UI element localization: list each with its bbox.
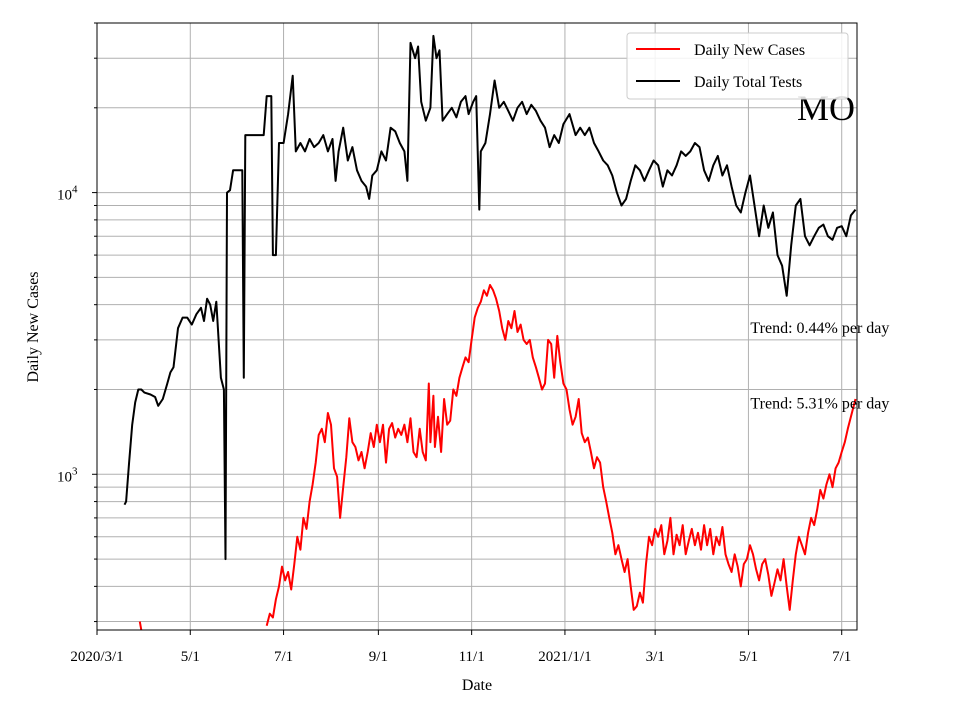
y-axis-label: Daily New Cases — [25, 271, 42, 382]
x-axis: 2020/3/1 5/1 7/1 9/1 11/1 2021/1/1 3/1 5/1 7/1 — [70, 630, 851, 665]
x-tick-label: 11/1 — [459, 649, 485, 665]
x-tick-label: 9/1 — [369, 649, 388, 665]
y-axis: 103 104 — [57, 22, 97, 623]
plot-series-area — [123, 34, 857, 630]
x-axis-label: Date — [462, 677, 492, 694]
x-tick-label: 5/1 — [181, 649, 200, 665]
x-tick-label: 7/1 — [832, 649, 851, 665]
x-tick-label: 5/1 — [739, 649, 758, 665]
legend-label-daily-total-tests: Daily Total Tests — [694, 74, 802, 91]
y-tick-label: 103 — [57, 465, 78, 485]
trend-annotation: Trend: 0.44% per day — [750, 320, 889, 337]
x-tick-label: 2020/3/1 — [70, 649, 123, 665]
series-line-daily-total-tests — [123, 34, 857, 561]
plot-frame — [96, 22, 858, 631]
x-tick-label: 7/1 — [274, 649, 293, 665]
x-tick-label: 2021/1/1 — [538, 649, 591, 665]
series-line-daily-new-cases — [265, 284, 857, 626]
legend-box — [626, 32, 849, 100]
y-tick-label: 104 — [57, 184, 78, 204]
series-line-daily-new-cases — [138, 621, 143, 630]
annotations: Trend: 0.44% per day Trend: 5.31% per day — [750, 320, 889, 413]
trend-annotation: Trend: 5.31% per day — [750, 396, 889, 413]
series-layer — [123, 34, 857, 630]
legend: Daily New Cases Daily Total Tests — [626, 32, 849, 100]
legend-label-daily-new-cases: Daily New Cases — [694, 42, 805, 59]
x-tick-label: 3/1 — [646, 649, 665, 665]
